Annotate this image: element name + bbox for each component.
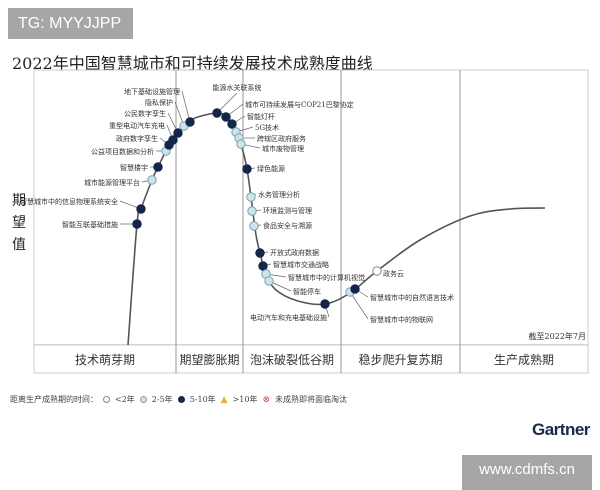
data-point [320, 299, 330, 309]
legend-label-5to10: 5-10年 [189, 395, 216, 404]
legend-marker-lt2 [103, 396, 110, 403]
data-point [147, 175, 157, 185]
legend-label-lt2: <2年 [115, 395, 135, 404]
data-point-label: 智慧城市中的物联网 [370, 315, 433, 324]
leader-line [216, 92, 238, 114]
data-point [221, 112, 231, 122]
legend-label-obsolete: 未成熟即将面临淘汰 [275, 395, 348, 404]
phase-label: 技术萌芽期 [75, 353, 135, 367]
data-point-label: 智慧楼宇 [120, 163, 148, 172]
data-point-label: 智能灯杆 [247, 112, 275, 121]
data-point-label: 环境监测与管理 [263, 206, 312, 215]
phase-label: 生产成熟期 [494, 352, 554, 367]
data-point-label: 智慧城市交通战略 [273, 260, 329, 269]
phase-label: 泡沫破裂低谷期 [250, 352, 334, 367]
date-annotation: 截至2022年7月 [529, 331, 586, 341]
data-point [247, 206, 257, 216]
phase-band [33, 344, 589, 374]
data-point [255, 248, 265, 258]
data-point [350, 284, 360, 294]
data-point [236, 139, 246, 149]
data-points: 智能互联基础措施 智慧城市中的信息物理系统安全 城市能源管理平台 智慧楼宇 公益项目数据… [20, 83, 454, 324]
data-point [249, 221, 259, 231]
data-point [264, 276, 274, 286]
hype-cycle-chart: 技术萌芽期 期望膨胀期 泡沫破裂低谷期 稳步爬升复苏期 生产成熟期 截至2022年7月 智能… [20, 69, 589, 374]
legend-marker-gt10-triangle-icon: ▲ [220, 394, 228, 405]
data-point [185, 117, 195, 127]
leader-line [349, 291, 369, 320]
phase-label: 稳步爬升复苏期 [358, 352, 442, 367]
data-point [227, 119, 237, 129]
data-point [132, 219, 142, 229]
data-point-label: 智慧城市中的信息物理系统安全 [20, 197, 118, 206]
data-point-label: 开放式政府数据 [270, 248, 319, 257]
hype-curve [127, 112, 546, 346]
chart-title: 2022年中国智慧城市和可持续发展技术成熟度曲线 [12, 54, 373, 73]
data-point-label: 食品安全与溯源 [263, 221, 312, 230]
data-point-label: 政务云 [383, 269, 404, 278]
data-point [136, 204, 146, 214]
data-point-label: 城市可持续发展与COP21巴黎协定 [245, 100, 354, 109]
phase-label: 期望膨胀期 [179, 353, 239, 367]
legend-title: 距离生产成熟期的时间： [10, 395, 98, 404]
data-point-label: 城市能源管理平台 [84, 178, 140, 187]
legend-marker-5to10 [177, 396, 185, 403]
data-point-label: 跨辖区政府服务 [257, 134, 306, 143]
legend: 距离生产成熟期的时间： <2年 2-5年 5-10年 ▲ >10年 ⊗ 未成熟即… [10, 394, 347, 405]
legend-marker-2to5 [139, 396, 147, 403]
y-axis-label: 期望值 [12, 193, 26, 253]
data-point [258, 261, 268, 271]
data-point-label: 电动汽车和充电基础设施 [250, 313, 327, 322]
data-point-label: 水务管理分析 [258, 190, 300, 199]
data-point [212, 108, 222, 118]
data-point-label: 智慧城市中的计算机视觉 [288, 273, 365, 282]
legend-label-gt10: >10年 [232, 395, 258, 404]
data-point [242, 164, 252, 174]
watermark-bottom: www.cdmfs.cn [462, 455, 592, 490]
data-point-label: 绿色能源 [257, 164, 285, 173]
data-point-label: 智能停车 [293, 287, 321, 296]
leader-line [181, 90, 191, 123]
data-point-label: 地下基础设施管理 [124, 87, 180, 96]
data-point [372, 266, 382, 276]
data-point-label: 重型电动汽车充电 [109, 121, 165, 130]
data-point-label: 智慧城市中的自然语言技术 [370, 293, 454, 302]
data-point-label: 公民数字孪生 [124, 109, 166, 118]
data-point [173, 128, 183, 138]
data-point [153, 162, 163, 172]
legend-marker-obsolete-x-icon: ⊗ [262, 394, 271, 405]
watermark-top: TG: MYYJJPP [8, 8, 133, 39]
data-point-label: 城市废物管理 [262, 144, 304, 153]
gartner-logo: Gartner [532, 420, 590, 439]
legend-label-2to5: 2-5年 [151, 395, 173, 404]
data-point [246, 192, 256, 202]
data-point-label: 隐私保护 [145, 98, 173, 107]
data-point-label: 能源水关联系统 [213, 83, 262, 92]
data-point-label: 公益项目数据和分析 [91, 147, 154, 156]
data-point [168, 135, 178, 145]
data-point-label: 智能互联基础措施 [62, 220, 118, 229]
data-point-label: 政府数字孪生 [116, 134, 158, 143]
data-point-label: 5G技术 [255, 123, 279, 132]
